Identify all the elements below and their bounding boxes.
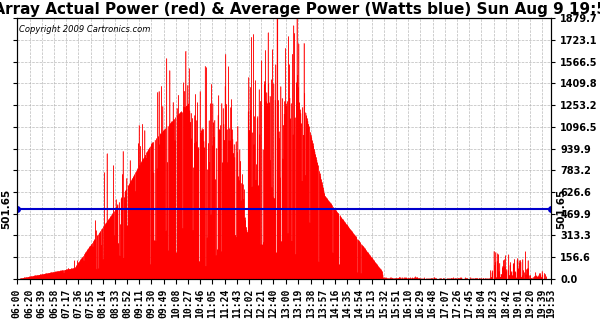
Text: Copyright 2009 Cartronics.com: Copyright 2009 Cartronics.com <box>19 25 151 34</box>
Text: 501.65: 501.65 <box>557 189 566 229</box>
Text: 501.65: 501.65 <box>1 189 11 229</box>
Title: East Array Actual Power (red) & Average Power (Watts blue) Sun Aug 9 19:54: East Array Actual Power (red) & Average … <box>0 2 600 17</box>
